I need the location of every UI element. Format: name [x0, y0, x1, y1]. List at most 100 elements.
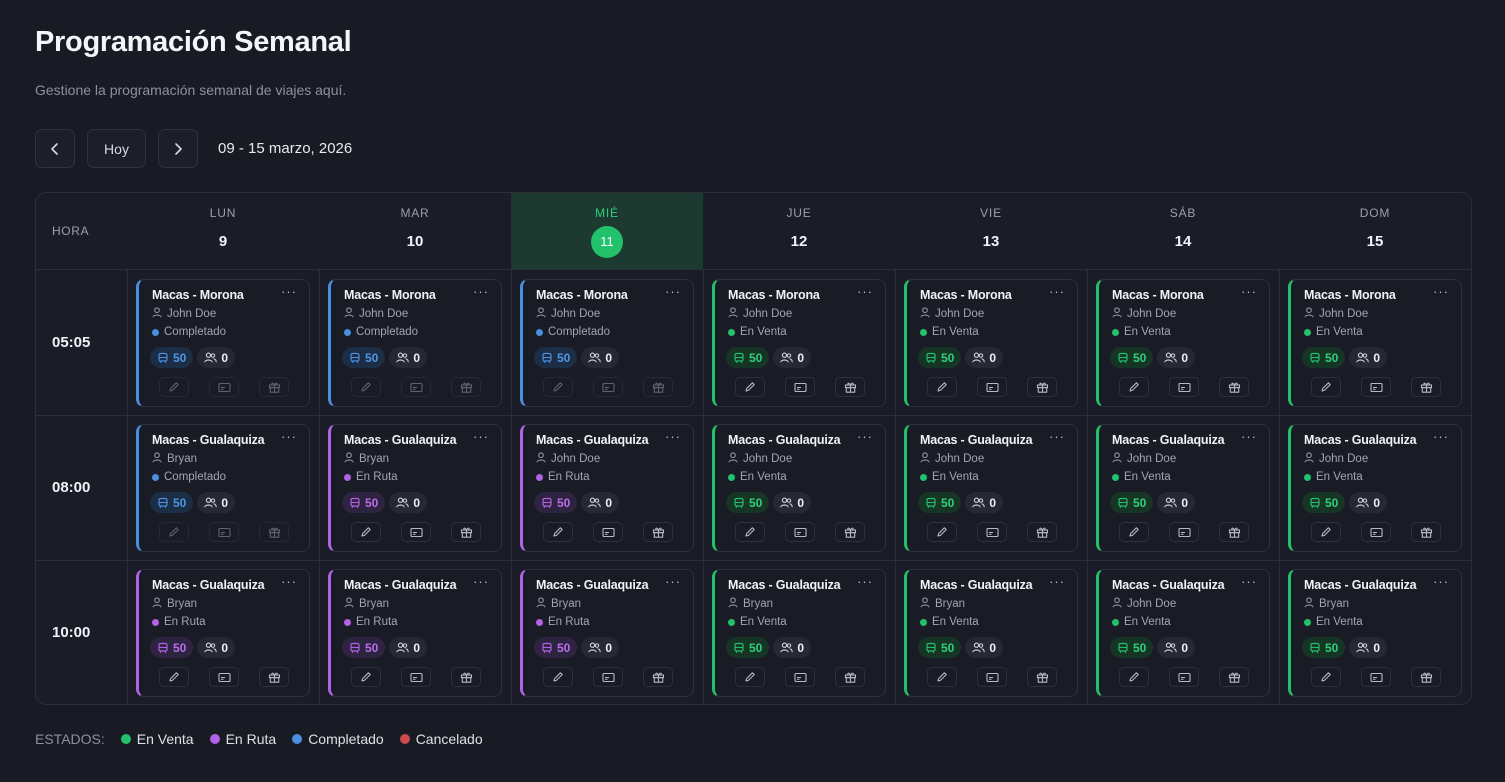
more-horizontal-icon[interactable]: ···: [1433, 284, 1449, 299]
trip-card[interactable]: Macas - Gualaquiza ··· Bryan En Ruta 50 0: [136, 569, 310, 697]
more-horizontal-icon[interactable]: ···: [1433, 574, 1449, 589]
edit-button[interactable]: [351, 667, 381, 687]
ticket-button[interactable]: [785, 522, 815, 542]
ticket-button[interactable]: [593, 522, 623, 542]
trip-card[interactable]: Macas - Gualaquiza ··· John Doe En Venta 50 0: [1096, 569, 1270, 697]
gift-button[interactable]: [1411, 522, 1441, 542]
trip-card[interactable]: Macas - Gualaquiza ··· Bryan En Venta 50 0: [1288, 569, 1462, 697]
edit-button[interactable]: [735, 377, 765, 397]
more-horizontal-icon[interactable]: ···: [1049, 284, 1065, 299]
prev-week-button[interactable]: [35, 129, 75, 168]
ticket-button[interactable]: [401, 667, 431, 687]
day-header-vie[interactable]: VIE 13: [895, 193, 1087, 269]
edit-button[interactable]: [735, 522, 765, 542]
trip-card[interactable]: Macas - Gualaquiza ··· John Doe En Venta 50 0: [904, 424, 1078, 552]
ticket-button[interactable]: [209, 667, 239, 687]
more-horizontal-icon[interactable]: ···: [665, 429, 681, 444]
edit-button[interactable]: [927, 667, 957, 687]
next-week-button[interactable]: [158, 129, 198, 168]
gift-button[interactable]: [643, 377, 673, 397]
edit-button[interactable]: [1311, 522, 1341, 542]
more-horizontal-icon[interactable]: ···: [473, 284, 489, 299]
more-horizontal-icon[interactable]: ···: [857, 574, 873, 589]
more-horizontal-icon[interactable]: ···: [281, 429, 297, 444]
edit-button[interactable]: [351, 377, 381, 397]
gift-button[interactable]: [643, 522, 673, 542]
ticket-button[interactable]: [977, 667, 1007, 687]
ticket-button[interactable]: [401, 377, 431, 397]
ticket-button[interactable]: [1361, 667, 1391, 687]
day-header-jue[interactable]: JUE 12: [703, 193, 895, 269]
ticket-button[interactable]: [1169, 667, 1199, 687]
edit-button[interactable]: [159, 377, 189, 397]
more-horizontal-icon[interactable]: ···: [281, 284, 297, 299]
ticket-button[interactable]: [1169, 522, 1199, 542]
ticket-button[interactable]: [1169, 377, 1199, 397]
edit-button[interactable]: [735, 667, 765, 687]
edit-button[interactable]: [1119, 522, 1149, 542]
trip-card[interactable]: Macas - Gualaquiza ··· John Doe En Ruta 50 0: [520, 424, 694, 552]
trip-card[interactable]: Macas - Morona ··· John Doe En Venta 50 0: [1096, 279, 1270, 407]
trip-card[interactable]: Macas - Gualaquiza ··· John Doe En Venta 50 0: [712, 424, 886, 552]
trip-card[interactable]: Macas - Gualaquiza ··· Bryan En Venta 50 0: [712, 569, 886, 697]
ticket-button[interactable]: [401, 522, 431, 542]
gift-button[interactable]: [835, 522, 865, 542]
trip-card[interactable]: Macas - Morona ··· John Doe En Venta 50 0: [904, 279, 1078, 407]
edit-button[interactable]: [543, 522, 573, 542]
more-horizontal-icon[interactable]: ···: [473, 429, 489, 444]
ticket-button[interactable]: [209, 377, 239, 397]
gift-button[interactable]: [1411, 667, 1441, 687]
more-horizontal-icon[interactable]: ···: [1049, 429, 1065, 444]
gift-button[interactable]: [1411, 377, 1441, 397]
more-horizontal-icon[interactable]: ···: [473, 574, 489, 589]
gift-button[interactable]: [835, 377, 865, 397]
gift-button[interactable]: [643, 667, 673, 687]
more-horizontal-icon[interactable]: ···: [665, 574, 681, 589]
gift-button[interactable]: [1219, 522, 1249, 542]
more-horizontal-icon[interactable]: ···: [857, 429, 873, 444]
gift-button[interactable]: [259, 522, 289, 542]
trip-card[interactable]: Macas - Gualaquiza ··· Bryan Completado 50 0: [136, 424, 310, 552]
day-header-mié[interactable]: MIÉ 11: [511, 193, 703, 269]
edit-button[interactable]: [1119, 377, 1149, 397]
more-horizontal-icon[interactable]: ···: [281, 574, 297, 589]
gift-button[interactable]: [451, 522, 481, 542]
trip-card[interactable]: Macas - Morona ··· John Doe Completado 50 0: [520, 279, 694, 407]
gift-button[interactable]: [1027, 667, 1057, 687]
ticket-button[interactable]: [977, 522, 1007, 542]
trip-card[interactable]: Macas - Gualaquiza ··· Bryan En Ruta 50 0: [328, 424, 502, 552]
gift-button[interactable]: [835, 667, 865, 687]
ticket-button[interactable]: [593, 667, 623, 687]
trip-card[interactable]: Macas - Gualaquiza ··· John Doe En Venta 50 0: [1288, 424, 1462, 552]
trip-card[interactable]: Macas - Gualaquiza ··· Bryan En Ruta 50 0: [328, 569, 502, 697]
ticket-button[interactable]: [1361, 522, 1391, 542]
today-button[interactable]: Hoy: [87, 129, 146, 168]
gift-button[interactable]: [1027, 377, 1057, 397]
ticket-button[interactable]: [785, 377, 815, 397]
gift-button[interactable]: [1219, 377, 1249, 397]
edit-button[interactable]: [927, 522, 957, 542]
gift-button[interactable]: [259, 667, 289, 687]
trip-card[interactable]: Macas - Morona ··· John Doe Completado 50 0: [136, 279, 310, 407]
ticket-button[interactable]: [1361, 377, 1391, 397]
gift-button[interactable]: [451, 377, 481, 397]
edit-button[interactable]: [927, 377, 957, 397]
trip-card[interactable]: Macas - Gualaquiza ··· John Doe En Venta 50 0: [1096, 424, 1270, 552]
ticket-button[interactable]: [977, 377, 1007, 397]
trip-card[interactable]: Macas - Morona ··· John Doe En Venta 50 0: [1288, 279, 1462, 407]
more-horizontal-icon[interactable]: ···: [1433, 429, 1449, 444]
edit-button[interactable]: [543, 377, 573, 397]
gift-button[interactable]: [1027, 522, 1057, 542]
more-horizontal-icon[interactable]: ···: [665, 284, 681, 299]
more-horizontal-icon[interactable]: ···: [857, 284, 873, 299]
ticket-button[interactable]: [593, 377, 623, 397]
trip-card[interactable]: Macas - Morona ··· John Doe En Venta 50 0: [712, 279, 886, 407]
day-header-lun[interactable]: LUN 9: [127, 193, 319, 269]
day-header-sáb[interactable]: SÁB 14: [1087, 193, 1279, 269]
more-horizontal-icon[interactable]: ···: [1241, 284, 1257, 299]
trip-card[interactable]: Macas - Gualaquiza ··· Bryan En Venta 50 0: [904, 569, 1078, 697]
edit-button[interactable]: [1119, 667, 1149, 687]
edit-button[interactable]: [1311, 377, 1341, 397]
day-header-dom[interactable]: DOM 15: [1279, 193, 1471, 269]
edit-button[interactable]: [351, 522, 381, 542]
